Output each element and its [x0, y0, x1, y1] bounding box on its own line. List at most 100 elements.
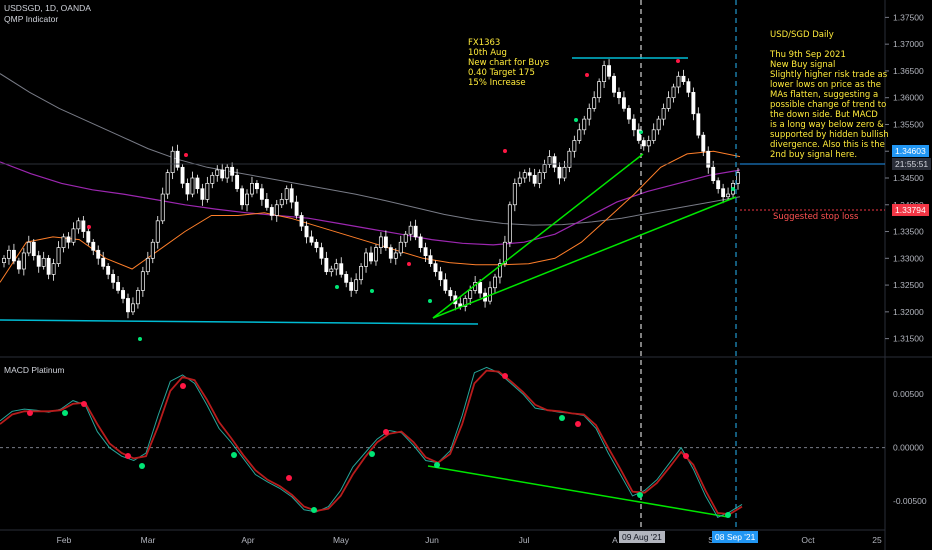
countdown-badge: 21:55:51: [892, 158, 932, 170]
macd-buy-dot: [434, 462, 440, 468]
candle-body: [349, 282, 354, 291]
candle-body: [507, 204, 512, 243]
macd-buy-dot: [369, 451, 375, 457]
candlesticks: [2, 59, 740, 319]
candle-body: [250, 183, 254, 195]
candle-body: [106, 265, 111, 275]
macd-title: MACD Platinum: [4, 365, 65, 375]
candle-body: [493, 276, 497, 289]
candle-body: [289, 188, 294, 203]
candle-body: [61, 236, 66, 248]
candle-body: [572, 140, 577, 152]
candle-body: [418, 236, 423, 248]
candle-body: [11, 249, 16, 262]
candle-body: [21, 252, 26, 270]
time-label: Mar: [141, 535, 156, 545]
candle-body: [155, 220, 160, 243]
price-tick-label: 1.37000: [893, 39, 924, 49]
candle-body: [130, 303, 135, 313]
candle-body: [220, 169, 225, 179]
candle-body: [502, 241, 507, 265]
candle-body: [641, 140, 646, 147]
time-label: 25: [872, 535, 882, 545]
trendline-lower: [432, 196, 737, 319]
candle-body: [16, 260, 21, 270]
stop-loss-label: Suggested stop loss: [773, 212, 859, 222]
macd-sell-dot: [575, 421, 581, 427]
macd-sell-dot: [180, 383, 186, 389]
candle-body: [319, 247, 324, 259]
candle-body: [46, 257, 51, 275]
candle-body: [631, 118, 636, 131]
macd-buy-dot: [725, 512, 731, 518]
candle-body: [36, 255, 41, 267]
candle-body: [517, 177, 522, 184]
macd-signal-line: [0, 369, 743, 516]
candle-body: [101, 257, 106, 267]
candle-body: [145, 257, 150, 273]
support-line: [0, 319, 479, 325]
candle-body: [433, 263, 438, 273]
candle-body: [706, 150, 711, 168]
candle-body: [478, 282, 483, 294]
candle-body: [661, 108, 666, 120]
date-badge-aug: 09 Aug '21: [619, 531, 665, 543]
candle-body: [66, 236, 71, 243]
candle-body: [617, 91, 621, 99]
candle-body: [205, 183, 210, 200]
candle-body: [259, 188, 264, 200]
price-tick-label: 1.32500: [893, 280, 924, 290]
time-axis[interactable]: Feb Mar Apr May Jun Jul A S Oct 25: [57, 535, 882, 545]
ma-orange-line: [0, 150, 741, 283]
candle-body: [279, 199, 284, 206]
candle-body: [522, 172, 527, 179]
candle-body: [284, 188, 289, 200]
macd-buy-dot: [139, 463, 145, 469]
candle-body: [126, 298, 130, 313]
candle-body: [339, 263, 344, 275]
time-label: A: [612, 535, 618, 545]
macd-fast-line: [0, 366, 743, 518]
candle-body: [443, 279, 448, 291]
trend-drawings: [0, 0, 885, 530]
sell-signal-dot: [407, 262, 411, 266]
macd-buy-dot: [62, 410, 68, 416]
candle-body: [413, 225, 418, 238]
trendline-upper: [432, 153, 644, 319]
candle-body: [537, 172, 542, 184]
candle-body: [547, 156, 552, 165]
candle-body: [428, 255, 433, 265]
candle-body: [160, 193, 165, 222]
candle-body: [91, 241, 96, 251]
candle-body: [408, 225, 413, 235]
candle-body: [597, 81, 602, 99]
candle-body: [111, 274, 116, 283]
candle-body: [364, 252, 368, 267]
ma-purple-line: [0, 161, 741, 246]
price-tick-label: 1.37500: [893, 12, 924, 22]
ma-gray-line: [0, 73, 741, 226]
stop-price-badge: 1.33794: [892, 204, 929, 216]
candle-body: [587, 108, 592, 120]
time-label: Jun: [425, 535, 439, 545]
macd-sell-dot: [286, 475, 292, 481]
candle-body: [463, 298, 468, 307]
candle-body: [254, 183, 259, 190]
candle-body: [646, 140, 651, 147]
candle-body: [314, 241, 319, 248]
buy-signal-dot: [639, 130, 643, 134]
candle-body: [225, 166, 230, 179]
buy-signal-dot: [574, 118, 578, 122]
indicator-title: QMP Indicator: [4, 14, 59, 24]
price-axis[interactable]: 1.375001.370001.365001.360001.355001.350…: [885, 12, 927, 506]
candle-body: [195, 177, 200, 190]
macd-lines: [0, 366, 743, 518]
candle-body: [344, 274, 349, 283]
candle-body: [671, 86, 676, 99]
candle-body: [140, 271, 145, 291]
time-label: Jul: [519, 535, 530, 545]
time-label: S: [708, 535, 714, 545]
candle-body: [264, 199, 269, 208]
